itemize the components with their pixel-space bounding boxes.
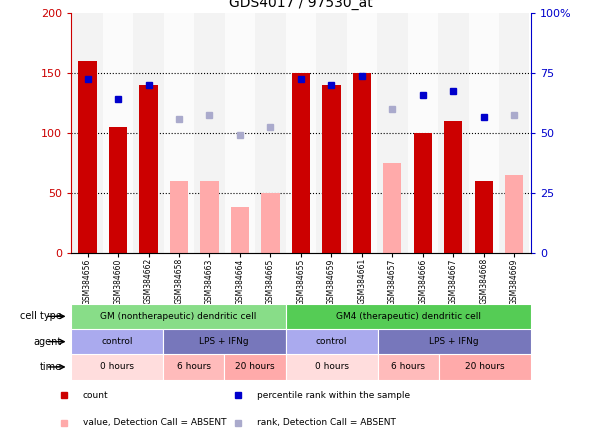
Bar <box>438 13 468 253</box>
Bar <box>444 121 463 253</box>
Bar <box>505 175 523 253</box>
Bar <box>224 354 286 380</box>
Text: agent: agent <box>34 337 61 347</box>
Bar <box>164 13 194 253</box>
Text: time: time <box>40 362 61 372</box>
Bar <box>292 73 310 253</box>
Bar <box>377 13 408 253</box>
Bar <box>286 329 378 354</box>
Bar <box>133 13 164 253</box>
Bar <box>71 329 163 354</box>
Bar <box>286 354 378 380</box>
Bar <box>439 354 531 380</box>
Bar <box>103 13 133 253</box>
Bar <box>71 354 163 380</box>
Bar <box>139 85 158 253</box>
Text: 0 hours: 0 hours <box>100 362 134 372</box>
Bar <box>414 133 432 253</box>
Bar <box>378 354 439 380</box>
Text: GM (nontherapeutic) dendritic cell: GM (nontherapeutic) dendritic cell <box>100 312 257 321</box>
Text: value, Detection Call = ABSENT: value, Detection Call = ABSENT <box>83 418 226 428</box>
Bar <box>73 13 103 253</box>
Bar <box>170 181 188 253</box>
Bar <box>225 13 255 253</box>
Text: 20 hours: 20 hours <box>465 362 505 372</box>
Bar <box>408 13 438 253</box>
Bar <box>261 193 280 253</box>
Bar <box>474 181 493 253</box>
Text: cell type: cell type <box>19 311 61 321</box>
Bar <box>71 304 286 329</box>
Bar <box>378 329 531 354</box>
Bar <box>255 13 286 253</box>
Text: 6 hours: 6 hours <box>176 362 211 372</box>
Text: LPS + IFNg: LPS + IFNg <box>199 337 249 346</box>
Text: control: control <box>316 337 348 346</box>
Text: 6 hours: 6 hours <box>391 362 425 372</box>
Bar <box>231 207 249 253</box>
Text: GM4 (therapeutic) dendritic cell: GM4 (therapeutic) dendritic cell <box>336 312 481 321</box>
Bar <box>163 329 286 354</box>
Text: control: control <box>101 337 133 346</box>
Text: 0 hours: 0 hours <box>314 362 349 372</box>
Text: LPS + IFNg: LPS + IFNg <box>430 337 479 346</box>
Bar <box>286 304 531 329</box>
Bar <box>109 127 127 253</box>
Bar <box>346 13 377 253</box>
Bar <box>499 13 529 253</box>
Title: GDS4017 / 97530_at: GDS4017 / 97530_at <box>229 0 373 9</box>
Bar <box>78 61 97 253</box>
Bar <box>286 13 316 253</box>
Bar <box>322 85 340 253</box>
Bar <box>353 73 371 253</box>
Text: rank, Detection Call = ABSENT: rank, Detection Call = ABSENT <box>257 418 396 428</box>
Bar <box>163 354 224 380</box>
Bar <box>468 13 499 253</box>
Text: 20 hours: 20 hours <box>235 362 275 372</box>
Bar <box>316 13 346 253</box>
Text: percentile rank within the sample: percentile rank within the sample <box>257 391 411 400</box>
Bar <box>201 181 219 253</box>
Bar <box>194 13 225 253</box>
Text: count: count <box>83 391 108 400</box>
Bar <box>383 163 401 253</box>
